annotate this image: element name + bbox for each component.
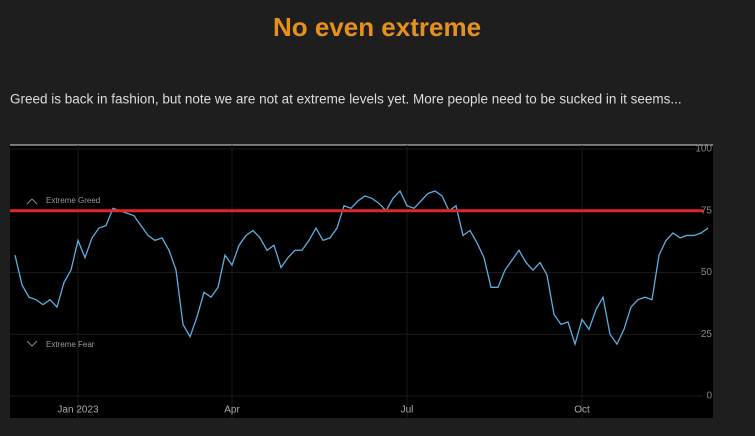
y-tick-label: 0 [706,391,712,402]
y-tick-label: 25 [701,329,713,340]
y-tick-label: 75 [701,205,713,216]
y-tick-label: 100 [695,144,712,155]
chart-title: No even extreme [273,12,481,42]
annotation: Extreme Greed [46,196,100,205]
series-line [14,189,709,347]
x-tick-label: Apr [224,405,240,416]
x-tick-label: Oct [574,405,590,416]
x-tick-label: Jan 2023 [57,405,99,416]
chart-subtitle: Greed is back in fashion, but note we ar… [10,92,682,107]
plot-area [10,145,713,418]
fear-icon [26,340,38,347]
y-tick-label: 50 [701,267,713,278]
annotation: Extreme Fear [46,340,95,349]
x-tick-label: Jul [401,405,414,416]
greed-icon [26,198,38,205]
